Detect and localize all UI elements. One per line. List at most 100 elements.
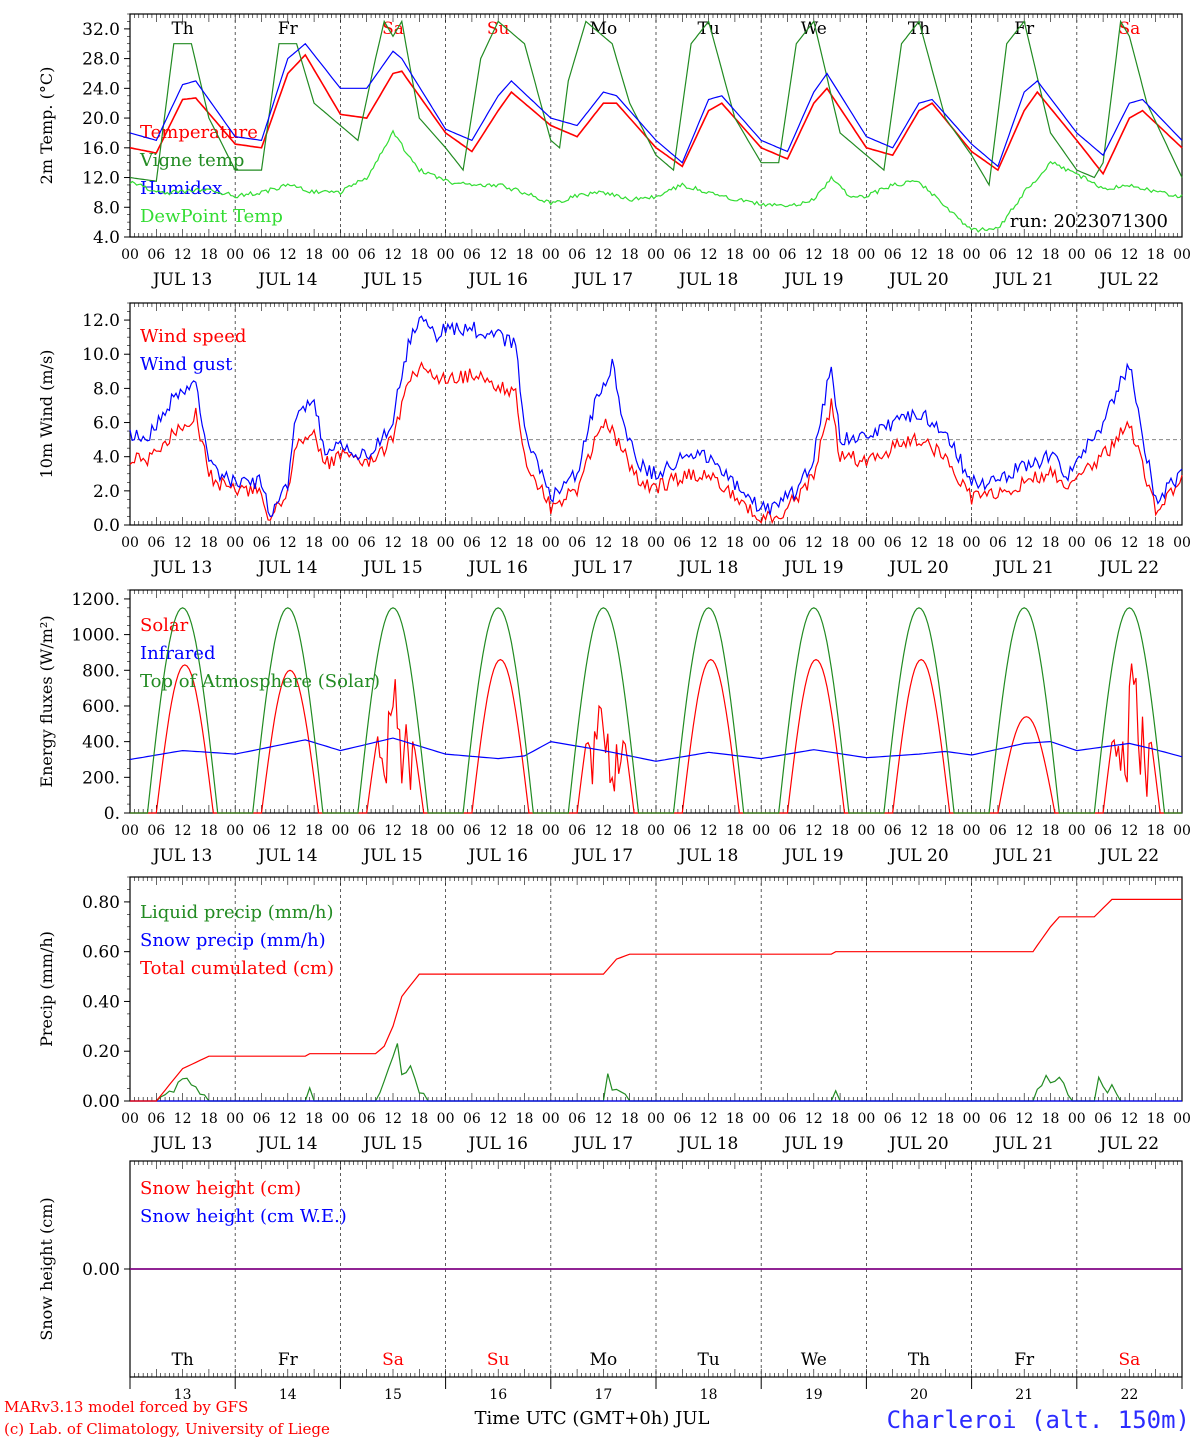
hour-label: 06: [673, 247, 691, 263]
hour-label: 12: [174, 1111, 192, 1127]
date-label: JUL 13: [151, 270, 212, 290]
hour-label: 00: [647, 247, 665, 263]
date-label: JUL 16: [466, 558, 527, 578]
legend-entry: Wind speed: [140, 326, 246, 347]
date-label: JUL 15: [361, 558, 422, 578]
date-label: JUL 22: [1098, 846, 1159, 866]
day-name: Sa: [1119, 19, 1141, 39]
hour-label: 18: [410, 247, 428, 263]
hour-label: 06: [1094, 823, 1112, 839]
date-label: JUL 22: [1098, 270, 1159, 290]
hour-label: 18: [1147, 823, 1165, 839]
date-label: JUL 18: [677, 1134, 738, 1154]
y-tick-label: 24.0: [82, 79, 120, 99]
hour-label: 00: [857, 535, 875, 551]
hour-label: 00: [331, 823, 349, 839]
y-tick-label: 2.0: [93, 482, 120, 502]
y-tick-label: 0.00: [82, 1092, 120, 1112]
hour-label: 18: [936, 1111, 954, 1127]
day-number: 20: [910, 1387, 928, 1403]
y-axis-label: Energy fluxes (W/m²): [37, 615, 56, 787]
y-tick-label: 4.0: [93, 228, 120, 248]
date-label: JUL 13: [151, 846, 212, 866]
hour-label: 00: [752, 1111, 770, 1127]
hour-label: 12: [700, 535, 718, 551]
hour-label: 12: [910, 823, 928, 839]
y-tick-label: 400.: [82, 733, 120, 753]
y-tick-label: 4.0: [93, 448, 120, 468]
series-line: [129, 53, 1183, 176]
date-label: JUL 19: [782, 846, 843, 866]
y-tick-label: 0.80: [82, 893, 120, 913]
day-name: Su: [487, 1350, 510, 1370]
y-tick-label: 12.0: [82, 169, 120, 189]
hour-label: 18: [621, 823, 639, 839]
date-label: JUL 15: [361, 270, 422, 290]
hour-label: 12: [1015, 247, 1033, 263]
y-tick-label: 0.: [104, 804, 120, 824]
plot-frame: [129, 13, 1183, 238]
hour-label: 12: [279, 247, 297, 263]
day-name: Th: [171, 19, 193, 39]
y-tick-label: 20.0: [82, 109, 120, 129]
hour-label: 06: [253, 1111, 271, 1127]
legend-entry: Snow height (cm): [140, 1178, 301, 1199]
hour-label: 00: [647, 1111, 665, 1127]
hour-label: 00: [121, 823, 139, 839]
hour-label: 00: [1173, 247, 1191, 263]
hour-label: 12: [1120, 1111, 1138, 1127]
hour-label: 00: [1173, 535, 1191, 551]
y-tick-label: 8.0: [93, 379, 120, 399]
hour-label: 06: [989, 823, 1007, 839]
hour-label: 06: [253, 247, 271, 263]
hour-label: 12: [384, 1111, 402, 1127]
hour-label: 06: [989, 535, 1007, 551]
hour-label: 18: [305, 247, 323, 263]
date-label: JUL 13: [151, 1134, 212, 1154]
y-tick-label: 32.0: [82, 20, 120, 40]
legend-entry: Liquid precip (mm/h): [140, 902, 334, 923]
date-label: JUL 22: [1098, 1134, 1159, 1154]
hour-label: 06: [779, 823, 797, 839]
hour-label: 00: [226, 823, 244, 839]
hour-label: 06: [147, 535, 165, 551]
hour-label: 00: [331, 1111, 349, 1127]
legend-entry: Infrared: [140, 643, 215, 664]
day-name: Fr: [278, 19, 299, 39]
hour-label: 18: [831, 1111, 849, 1127]
hour-label: 00: [437, 535, 455, 551]
day-number: 13: [174, 1387, 192, 1403]
hour-label: 12: [1120, 247, 1138, 263]
date-label: JUL 17: [572, 270, 633, 290]
hour-label: 00: [331, 535, 349, 551]
hour-label: 00: [752, 247, 770, 263]
day-number: 19: [805, 1387, 823, 1403]
series-line: [129, 129, 1183, 233]
y-tick-label: 10.0: [82, 345, 120, 365]
hour-label: 00: [1068, 823, 1086, 839]
hour-label: 06: [568, 823, 586, 839]
hour-label: 18: [1042, 1111, 1060, 1127]
hour-label: 12: [174, 247, 192, 263]
hour-label: 12: [279, 823, 297, 839]
y-tick-label: 16.0: [82, 139, 120, 159]
series-line: [155, 1043, 1122, 1102]
panel-2: 0.0 2.0 4.0 6.0 8.0 10.0 12.0 10m Wind (m/s) 00 0…: [37, 302, 1191, 578]
hour-label: 06: [358, 247, 376, 263]
y-tick-label: 800.: [82, 661, 120, 681]
hour-label: 12: [279, 1111, 297, 1127]
hour-label: 06: [358, 823, 376, 839]
hour-label: 00: [1068, 247, 1086, 263]
hour-label: 06: [568, 247, 586, 263]
y-axis-label: Precip (mm/h): [37, 931, 56, 1047]
date-label: JUL 18: [677, 558, 738, 578]
hour-label: 00: [226, 247, 244, 263]
hour-label: 06: [463, 535, 481, 551]
hour-label: 06: [673, 823, 691, 839]
y-tick-label: 0.60: [82, 943, 120, 963]
hour-label: 06: [568, 535, 586, 551]
y-tick-label: 200.: [82, 768, 120, 788]
date-label: JUL 14: [256, 558, 317, 578]
day-name: Sa: [382, 1350, 404, 1370]
hour-label: 00: [752, 823, 770, 839]
